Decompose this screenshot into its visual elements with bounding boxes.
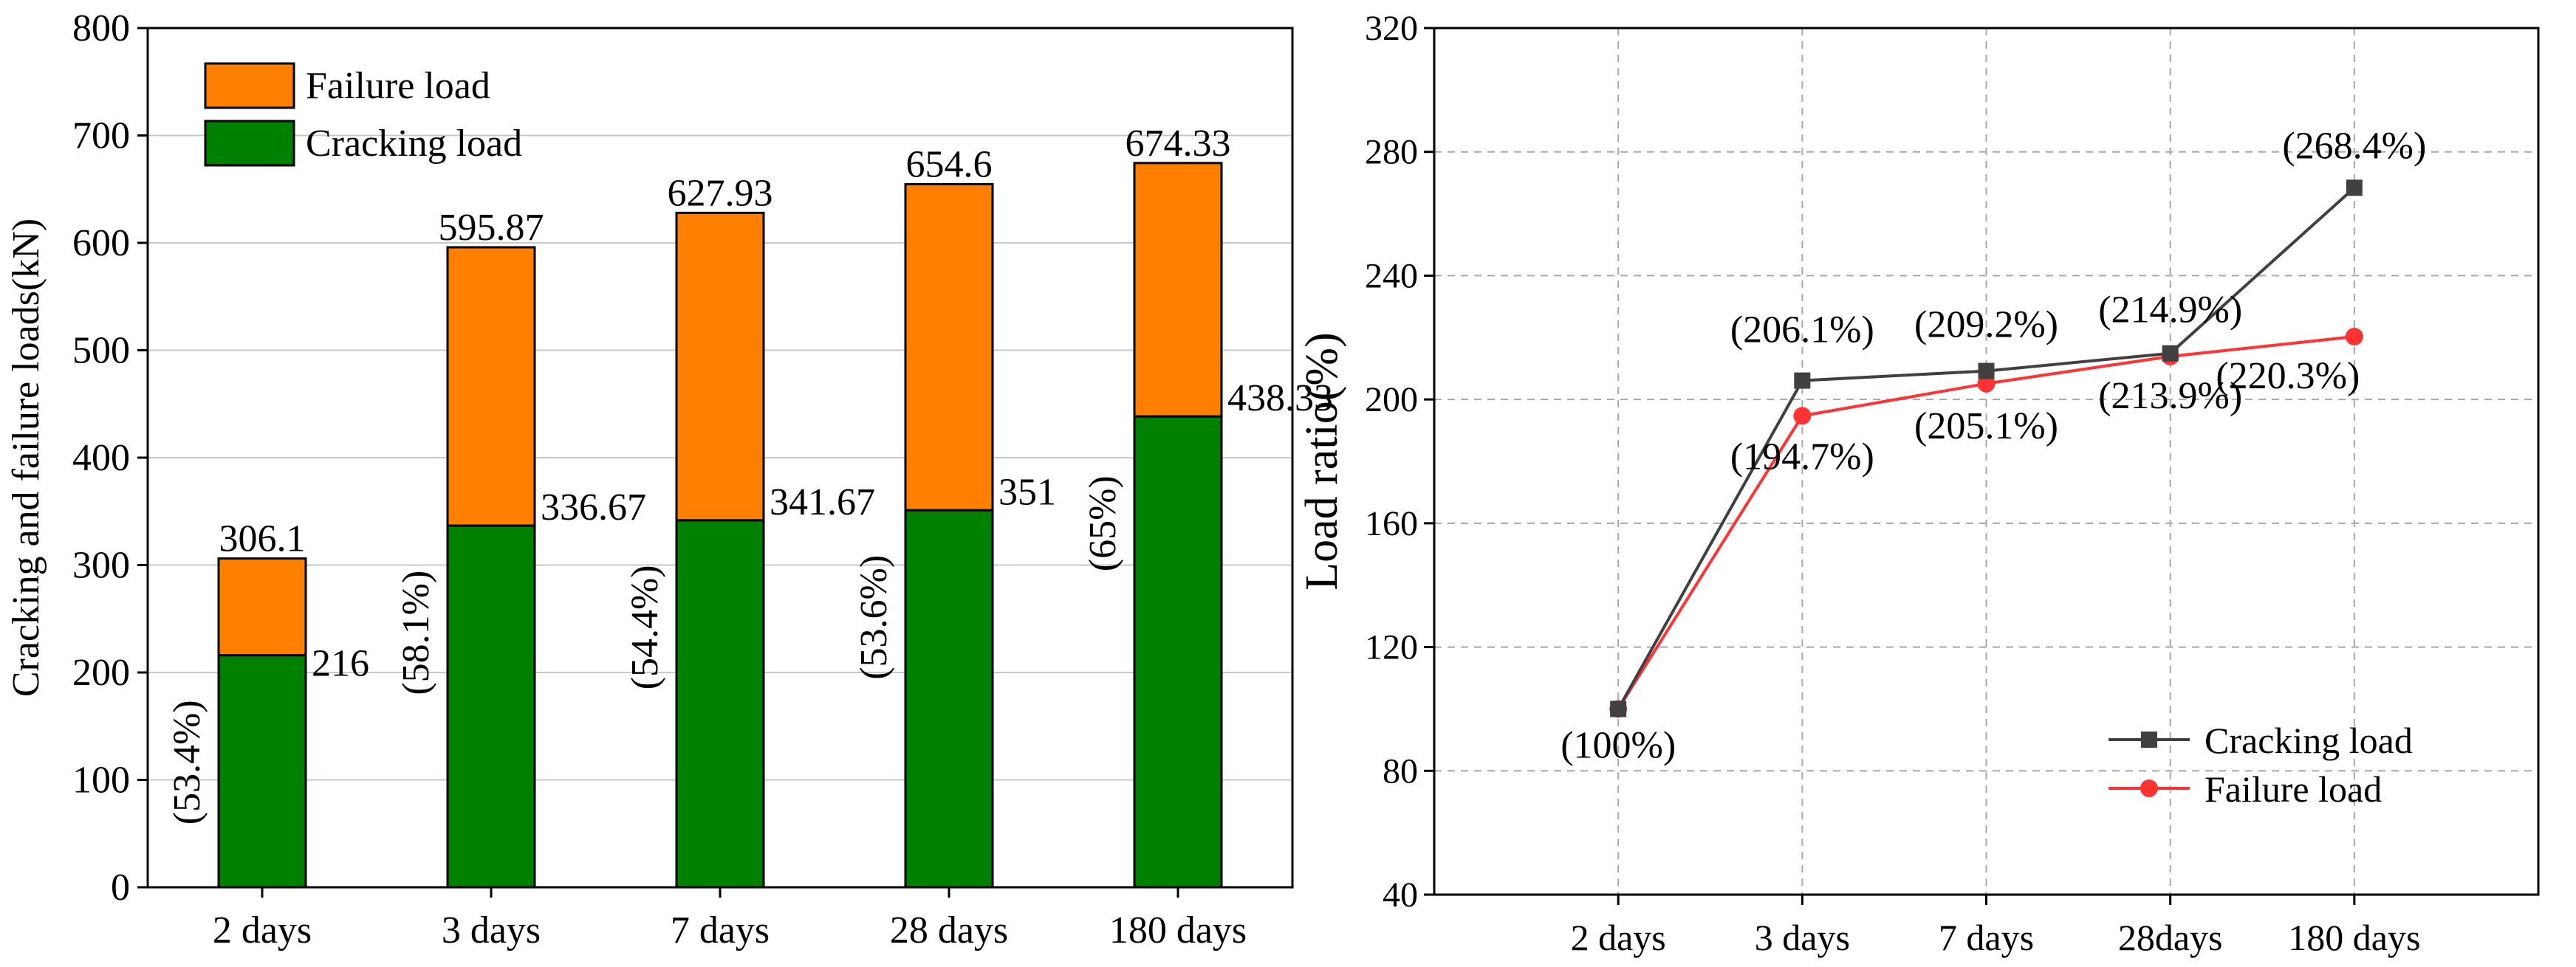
- failure-load-bar: [904, 183, 994, 512]
- total-load-label: 595.87: [439, 207, 544, 249]
- failure-load-marker: [1977, 374, 1996, 393]
- cracking-load-marker: [2162, 345, 2179, 362]
- y-tick-label: 800: [72, 7, 130, 49]
- cracking-load-marker: [1794, 372, 1811, 389]
- y-tick-label: 200: [72, 652, 130, 694]
- x-tick-label: 7 days: [671, 909, 770, 951]
- y-tick-label: 100: [72, 760, 130, 802]
- cracking-ratio-label: (100%): [1561, 724, 1676, 766]
- total-load-label: 627.93: [668, 172, 773, 214]
- cracking-load-marker: [2346, 179, 2363, 196]
- cracking-load-label: 438.33: [1227, 377, 1333, 419]
- x-tick-label: 7 days: [1939, 917, 2034, 958]
- cracking-load-label: 216: [312, 643, 369, 685]
- cracking-load-bar: [675, 519, 765, 889]
- x-tick-label: 180 days: [1109, 909, 1247, 951]
- y-tick-label: 120: [1365, 628, 1418, 667]
- ratio-label: (65%): [1082, 475, 1124, 571]
- plot-frame: [146, 27, 1294, 889]
- x-tick-label: 3 days: [442, 909, 541, 951]
- y-tick-label: 200: [1365, 380, 1418, 419]
- cracking-load-marker: [1610, 701, 1627, 717]
- failure-load-bar: [1133, 162, 1223, 418]
- cracking-ratio-label: (206.1%): [1730, 309, 1874, 351]
- cracking-ratio-label: (268.4%): [2282, 125, 2426, 167]
- cracking-load-marker: [1978, 362, 1995, 379]
- legend-label-failure: Failure load: [306, 65, 490, 107]
- y-tick-label: 400: [72, 437, 130, 479]
- legend-label-cracking: Cracking load: [306, 123, 522, 165]
- cracking-load-bar: [904, 509, 994, 889]
- failure-load-marker: [1793, 407, 1812, 425]
- ratio-label: (58.1%): [395, 571, 437, 695]
- cracking-load-label: 351: [998, 471, 1056, 513]
- y-tick-label: 280: [1365, 133, 1418, 172]
- y-tick-label: 500: [72, 330, 130, 372]
- x-tick-label: 180 days: [2288, 917, 2420, 958]
- y-axis-title: Load ratio(%): [1297, 332, 1347, 590]
- cracking-load-label: 336.67: [541, 486, 646, 529]
- x-tick-label: 2 days: [213, 909, 312, 951]
- legend-label-cracking: Cracking load: [2205, 720, 2413, 761]
- total-load-label: 674.33: [1126, 123, 1231, 165]
- plot-frame: [1433, 27, 2540, 896]
- ratio-label: (54.4%): [624, 565, 666, 689]
- cracking-load-bar: [446, 524, 536, 889]
- y-tick-label: 320: [1365, 9, 1418, 48]
- legend-marker-cracking: [2141, 732, 2157, 748]
- cracking-ratio-label: (209.2%): [1914, 304, 2058, 346]
- y-tick-label: 80: [1383, 751, 1418, 791]
- failure-ratio-label: (213.9%): [2098, 375, 2242, 417]
- cracking-load-bar: [1133, 415, 1223, 889]
- y-tick-label: 240: [1365, 256, 1418, 295]
- y-tick-label: 700: [72, 115, 130, 157]
- failure-load-bar: [446, 246, 536, 527]
- y-tick-label: 0: [111, 867, 130, 909]
- stacked-bar-chart: 306.1 216 (53.4%) 2 days 595.87 336.67 (58.1%)…: [5, 7, 1333, 951]
- y-tick-label: 300: [72, 545, 130, 587]
- y-tick-label: 600: [72, 222, 130, 264]
- legend-label-failure: Failure load: [2205, 768, 2382, 810]
- failure-ratio-label: (205.1%): [1914, 405, 2058, 447]
- cracking-load-label: 341.67: [770, 481, 875, 523]
- y-axis-title: Cracking and failure loads(kN): [5, 218, 47, 697]
- cracking-ratio-label: (214.9%): [2098, 289, 2242, 331]
- x-tick-label: 2 days: [1571, 917, 1666, 958]
- legend-swatch-failure: [204, 62, 295, 109]
- cracking-load-bar: [217, 654, 307, 889]
- ratio-label: (53.4%): [166, 700, 208, 825]
- total-load-label: 306.1: [219, 518, 306, 560]
- total-load-label: 654.6: [906, 144, 993, 186]
- failure-load-bar: [675, 211, 765, 522]
- x-tick-label: 28days: [2118, 917, 2223, 958]
- ratio-label: (53.6%): [853, 555, 895, 680]
- failure-load-bar: [217, 557, 307, 657]
- y-tick-label: 160: [1365, 504, 1418, 543]
- load-ratio-line-chart: (100%) (206.1%) (209.2%) (214.9%) (268.4%) (1…: [1297, 9, 2540, 958]
- failure-load-marker: [2345, 328, 2363, 346]
- x-tick-label: 28 days: [890, 909, 1008, 951]
- legend-swatch-cracking: [204, 120, 295, 167]
- y-tick-label: 40: [1383, 875, 1418, 915]
- x-tick-label: 3 days: [1755, 917, 1850, 958]
- failure-ratio-label: (220.3%): [2216, 355, 2360, 397]
- failure-ratio-label: (194.7%): [1730, 436, 1874, 478]
- legend-marker-failure: [2140, 780, 2158, 797]
